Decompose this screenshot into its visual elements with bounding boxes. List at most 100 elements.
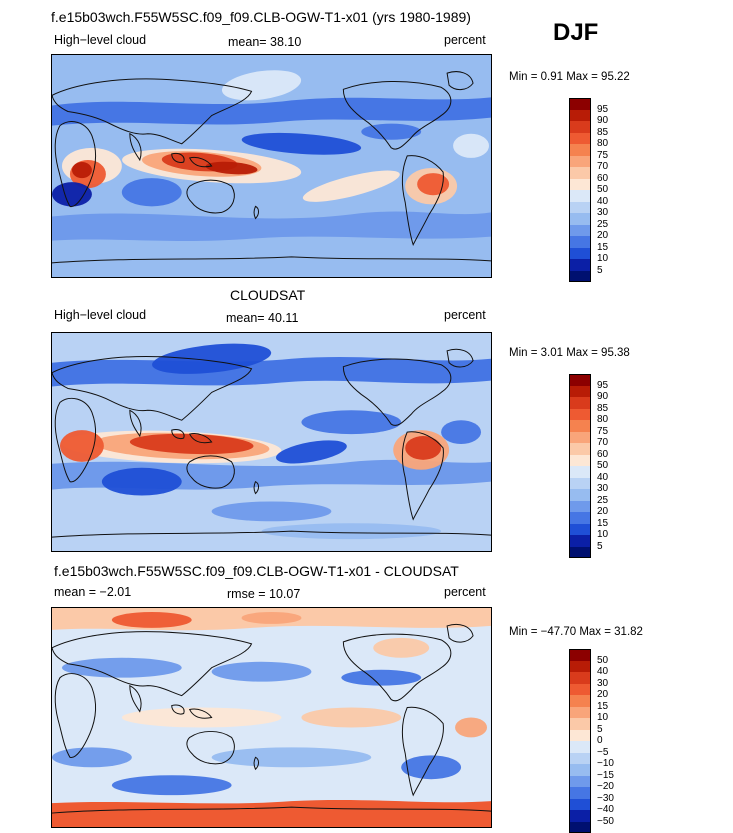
- coastline: [171, 152, 213, 168]
- coastlines: [52, 348, 491, 538]
- units-label: percent: [444, 585, 486, 599]
- colorbar-tick-label: 30: [597, 483, 609, 494]
- colorbar-tick-label: 20: [597, 230, 609, 241]
- field-contour: [221, 70, 302, 101]
- minmax-label: Min = 3.01 Max = 95.38: [509, 347, 630, 359]
- colorbar-tick-label: 40: [597, 471, 609, 483]
- field-contour: [301, 410, 402, 435]
- colorbar-tick-label: 20: [597, 689, 609, 700]
- field-contour: [211, 661, 312, 682]
- coastline: [129, 409, 142, 438]
- colorbar-tick-label: 15: [597, 517, 609, 529]
- minmax-label: Min = −47.70 Max = 31.82: [509, 626, 643, 638]
- minmax-label: Min = 0.91 Max = 95.22: [509, 71, 630, 83]
- field-contour: [341, 669, 422, 686]
- colorbar-tick-label: 10: [597, 253, 609, 264]
- map-canvas: [52, 608, 491, 827]
- field-contour: [52, 211, 491, 241]
- field-contour: [71, 161, 92, 179]
- field-contour: [455, 717, 488, 738]
- coastline: [253, 756, 260, 771]
- coastline: [186, 179, 235, 214]
- colorbar-tick-label: 70: [597, 437, 609, 448]
- field-contour: [405, 436, 442, 460]
- colorbar-tick-label: 95: [597, 103, 609, 115]
- coastlines: [52, 71, 491, 264]
- colorbar-frame: [569, 98, 591, 282]
- field-contour: [401, 755, 462, 780]
- variable-label: High−level cloud: [54, 33, 147, 47]
- coastline: [446, 623, 474, 643]
- field-contour: [275, 440, 347, 464]
- map-canvas: [52, 55, 491, 277]
- map-model: [51, 54, 492, 278]
- colorbar-tick-label: 25: [597, 218, 609, 230]
- season-label: DJF: [553, 19, 599, 46]
- coastlines: [52, 623, 491, 814]
- colorbar-tick-label: −20: [597, 781, 614, 792]
- panel-title-obs: CLOUDSAT: [230, 287, 306, 303]
- coastline: [401, 706, 444, 797]
- coastline: [52, 78, 253, 145]
- field-contour: [121, 178, 182, 207]
- coastline: [401, 431, 444, 521]
- colorbar-tick-label: 40: [597, 666, 609, 677]
- colorbar-tick-label: 10: [597, 529, 609, 540]
- field-contour: [302, 170, 400, 202]
- coastline: [54, 121, 96, 207]
- field-contour: [111, 775, 232, 796]
- colorbar-frame: [569, 374, 591, 558]
- field-contour: [205, 161, 258, 175]
- coastline: [171, 704, 213, 719]
- panel-title-model: f.e15b03wch.F55W5SC.f09_f09.CLB-OGW-T1-x…: [51, 9, 471, 25]
- coastline: [446, 348, 474, 368]
- coastline: [401, 155, 444, 247]
- rmse-label: rmse = 10.07: [227, 587, 301, 601]
- colorbar-tick-label: 5: [597, 540, 603, 552]
- field-contour: [52, 747, 132, 768]
- colorbar-tick-label: −30: [597, 792, 614, 804]
- colorbar-tick-label: 80: [597, 138, 609, 149]
- coastline: [342, 80, 452, 150]
- coastline: [54, 397, 96, 483]
- coastline: [52, 256, 491, 264]
- coastline: [342, 633, 452, 702]
- coastline: [186, 455, 235, 489]
- colorbar-tick-label: 30: [597, 677, 609, 689]
- field-contour: [129, 433, 254, 455]
- field-contour: [361, 123, 422, 140]
- field-contour: [101, 467, 182, 496]
- field-contour: [301, 707, 402, 728]
- field-contour: [441, 420, 482, 444]
- colorbar-tick-label: 85: [597, 402, 609, 414]
- units-label: percent: [444, 308, 486, 322]
- colorbar-tick-label: 20: [597, 506, 609, 517]
- panel-title-diff: f.e15b03wch.F55W5SC.f09_f09.CLB-OGW-T1-x…: [54, 563, 459, 579]
- colorbar-tick-label: 25: [597, 494, 609, 506]
- coastline: [446, 71, 474, 91]
- coastline: [54, 673, 96, 758]
- colorbar-tick-label: −40: [597, 804, 614, 815]
- colorbar-tick-label: 90: [597, 391, 609, 402]
- colorbar-tick-label: −50: [597, 815, 614, 827]
- colorbar-frame: [569, 649, 591, 833]
- field-contour: [261, 523, 442, 540]
- mean-label: mean= 40.11: [226, 311, 299, 325]
- colorbar-tick-label: 50: [597, 184, 609, 195]
- field-contour: [373, 637, 430, 658]
- field-contour: [241, 132, 362, 155]
- colorbar-tick-label: 50: [597, 654, 609, 666]
- map-canvas: [52, 333, 491, 551]
- coastline: [253, 205, 260, 220]
- field-contour: [52, 799, 491, 827]
- coastline: [129, 132, 142, 162]
- coastline: [342, 358, 452, 426]
- field-contour: [52, 97, 491, 126]
- colorbar-tick-label: 30: [597, 207, 609, 218]
- colorbar-tick-label: 5: [597, 264, 603, 276]
- field-contour: [61, 657, 182, 678]
- colorbar-tick-label: 75: [597, 149, 609, 161]
- colorbar-tick-label: 70: [597, 161, 609, 172]
- coastline: [52, 530, 491, 538]
- colorbar-tick-label: 0: [597, 735, 603, 746]
